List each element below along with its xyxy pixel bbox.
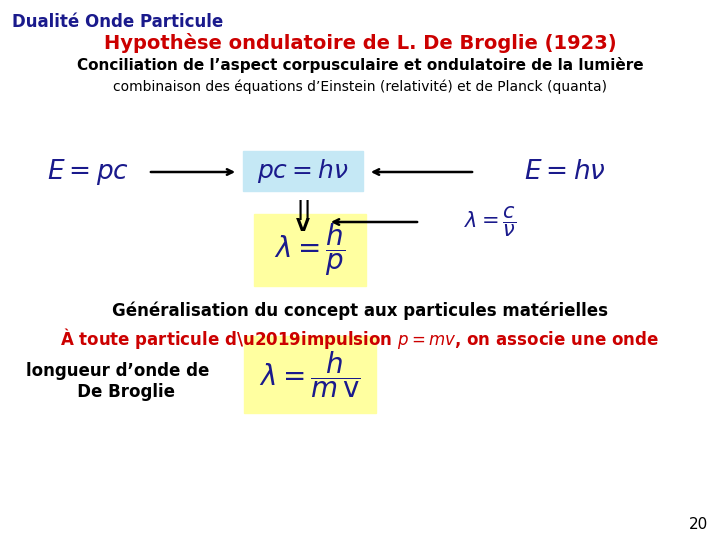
Text: $E = pc$: $E = pc$: [47, 157, 129, 187]
Text: $\lambda = \dfrac{h}{p}$: $\lambda = \dfrac{h}{p}$: [274, 221, 346, 278]
Text: $\lambda = \dfrac{h}{m\,\mathrm{v}}$: $\lambda = \dfrac{h}{m\,\mathrm{v}}$: [259, 349, 361, 400]
Text: $\mathbf{||}$: $\mathbf{||}$: [296, 198, 310, 222]
FancyBboxPatch shape: [244, 336, 376, 413]
Text: $\mathbf{V}$: $\mathbf{V}$: [295, 217, 311, 235]
Text: Hypothèse ondulatoire de L. De Broglie (1923): Hypothèse ondulatoire de L. De Broglie (…: [104, 33, 616, 53]
Text: longueur d’onde de
   De Broglie: longueur d’onde de De Broglie: [27, 362, 210, 401]
Text: $E = h\nu$: $E = h\nu$: [524, 159, 606, 185]
Text: À toute particule d\u2019impulsion $p = mv$, on associe une onde: À toute particule d\u2019impulsion $p = …: [60, 326, 660, 351]
Text: $\lambda = \dfrac{c}{\nu}$: $\lambda = \dfrac{c}{\nu}$: [464, 205, 516, 239]
FancyBboxPatch shape: [254, 214, 366, 286]
Text: Généralisation du concept aux particules matérielles: Généralisation du concept aux particules…: [112, 302, 608, 321]
Text: 20: 20: [689, 517, 708, 532]
Text: Dualité Onde Particule: Dualité Onde Particule: [12, 13, 223, 31]
Text: combinaison des équations d’Einstein (relativité) et de Planck (quanta): combinaison des équations d’Einstein (re…: [113, 79, 607, 93]
FancyBboxPatch shape: [243, 151, 363, 191]
Text: $pc = h\nu$: $pc = h\nu$: [257, 157, 348, 185]
Text: Conciliation de l’aspect corpusculaire et ondulatoire de la lumière: Conciliation de l’aspect corpusculaire e…: [77, 57, 643, 73]
